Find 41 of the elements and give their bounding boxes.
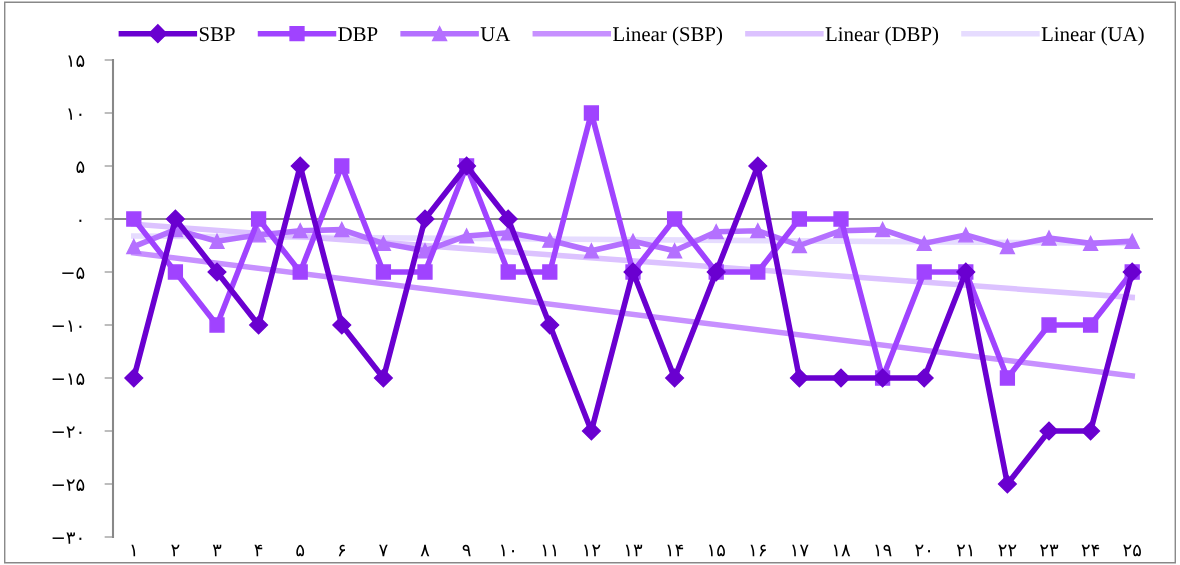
- y-tick-label: −۲۵: [52, 479, 85, 491]
- x-tick-label: ۱۵: [708, 544, 725, 557]
- x-tick-label: ۲۴: [1081, 544, 1100, 557]
- y-tick-label: ۰: [79, 219, 82, 222]
- x-tick-label: ۹: [462, 544, 471, 557]
- x-tick-label: ۲۵: [1123, 544, 1141, 557]
- x-tick-label: ۸: [420, 544, 430, 557]
- x-tick-label: ۱: [131, 544, 136, 557]
- x-tick-label: ۲: [171, 544, 180, 557]
- x-tick-label: ۱۱: [542, 544, 556, 557]
- y-tick-label: ۵: [76, 161, 85, 173]
- x-tick-label: ۳: [212, 544, 222, 557]
- legend-label: Linear (DBP): [825, 26, 939, 46]
- legend-label: DBP: [338, 27, 378, 42]
- legend-label: SBP: [199, 27, 235, 42]
- x-tick-label: ۱۸: [833, 544, 851, 557]
- x-tick-label: ۲۲: [998, 544, 1017, 557]
- x-tick-label: ۱۰: [500, 544, 515, 557]
- x-tick-label: ۱۳: [625, 544, 643, 557]
- y-tick-label: −۳۰: [52, 532, 82, 544]
- x-tick-label: ۱۲: [584, 544, 601, 557]
- y-tick-label: −۱۵: [52, 373, 85, 385]
- y-tick-label: ۱۵: [68, 55, 85, 67]
- x-tick-label: ۲۰: [915, 544, 931, 557]
- x-tick-label: ۵: [296, 544, 305, 557]
- x-tick-label: ۲۱: [956, 544, 972, 557]
- x-tick-label: ۱۶: [750, 544, 766, 557]
- legend-label: Linear (UA): [1041, 26, 1144, 46]
- y-tick-label: −۱۰: [52, 320, 82, 332]
- x-tick-label: ۷: [379, 544, 388, 557]
- legend-label: Linear (SBP): [613, 26, 723, 46]
- x-tick-label: ۶: [338, 544, 345, 557]
- x-tick-label: ۱۹: [875, 544, 892, 557]
- legend-label: UA: [480, 27, 511, 42]
- x-tick-label: ۴: [254, 544, 263, 557]
- x-tick-label: ۱۴: [667, 544, 684, 557]
- y-tick-label: −۵: [62, 267, 85, 279]
- x-tick-label: ۲۳: [1040, 544, 1059, 557]
- y-tick-label: ۱۰: [68, 108, 82, 120]
- y-tick-label: −۲۰: [52, 426, 82, 438]
- x-tick-label: ۱۷: [792, 544, 809, 557]
